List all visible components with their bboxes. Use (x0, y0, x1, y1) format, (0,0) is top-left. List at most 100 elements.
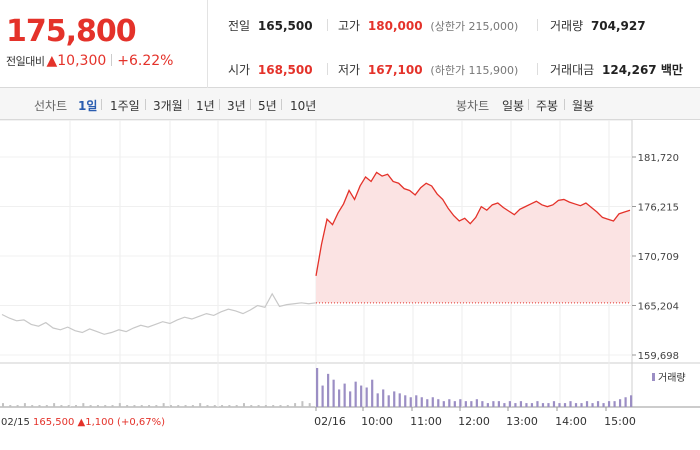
stat-amount-label: 거래대금 (550, 63, 595, 77)
volume-bar-today (508, 401, 512, 407)
volume-bar-prev (16, 405, 19, 407)
volume-bar-prev (272, 405, 275, 407)
volume-bar-today (530, 403, 534, 407)
tab-1day[interactable]: 1일 (78, 99, 98, 113)
line-chart-label: 선차트 (34, 99, 68, 113)
volume-bar-prev (177, 405, 180, 407)
divider (528, 99, 529, 110)
volume-bar-today (404, 395, 407, 407)
volume-bar-prev (213, 405, 216, 407)
y-tick-label: 165,204 (638, 301, 679, 312)
volume-bar-prev (191, 405, 194, 407)
volume-bar-prev (199, 403, 202, 407)
volume-bar-today (343, 383, 346, 407)
divider (327, 63, 328, 75)
volume-bar-prev (169, 405, 172, 407)
y-tick-label: 159,698 (638, 351, 679, 362)
tab-1week[interactable]: 1주일 (110, 99, 140, 113)
volume-bar-prev (184, 405, 187, 407)
stat-open-value: 168,500 (257, 63, 313, 77)
stat-open: 시가 168,500 (228, 61, 313, 78)
volume-bar-today (316, 368, 319, 407)
volume-bar-prev (126, 405, 129, 407)
volume-bar-today (393, 391, 396, 407)
volume-bar-today (420, 397, 423, 407)
chart-tabs: 선차트 1일 1주일 3개월 1년 3년 5년 10년 봉차트 일봉 주봉 월봉 (0, 88, 700, 120)
prev-day-line (1, 292, 317, 335)
volume-bar-today (613, 401, 616, 407)
volume-bar-today (514, 403, 517, 407)
tab-weekly-candle[interactable]: 주봉 (536, 99, 559, 113)
stat-low-value: 167,100 (367, 63, 423, 77)
divider (564, 99, 565, 110)
tab-1year[interactable]: 1년 (196, 99, 215, 113)
change-label: 전일대비 (6, 55, 45, 68)
volume-bar-today (475, 399, 478, 407)
volume-bar-today (547, 403, 550, 407)
volume-bar-today (607, 401, 611, 407)
tab-10year[interactable]: 10년 (290, 99, 317, 113)
volume-bar-prev (82, 403, 85, 407)
current-price: 175,800 (6, 14, 137, 49)
volume-bar-prev (104, 405, 107, 407)
volume-bar-prev (279, 405, 282, 407)
up-arrow-icon: ▲ (46, 53, 58, 69)
volume-bar-prev (2, 403, 4, 407)
footer-date: 02/15 (1, 417, 33, 428)
stat-prev: 전일 165,500 (228, 17, 313, 34)
volume-bar-prev (53, 403, 56, 407)
volume-bar-today (618, 399, 622, 407)
volume-legend-label: 거래량 (658, 372, 686, 384)
x-tick-label: 15:00 (604, 415, 636, 428)
volume-bar-today (525, 403, 528, 407)
volume-bar-prev (308, 403, 311, 407)
price-box: 175,800 전일대비 ▲10,300 +6.22% (0, 0, 208, 88)
change-percent: +6.22% (117, 53, 174, 69)
volume-bar-prev (38, 405, 41, 407)
volume-bar-today (574, 403, 578, 407)
divider (219, 99, 220, 110)
y-tick-label: 170,709 (638, 252, 679, 263)
volume-bar-today (442, 401, 445, 407)
stat-open-label: 시가 (228, 63, 251, 77)
volume-bar-today (409, 397, 412, 407)
volume-bar-today (497, 401, 500, 407)
divider (250, 99, 251, 110)
volume-bar-prev (148, 405, 151, 407)
volume-bar-prev (294, 403, 297, 407)
tab-3month[interactable]: 3개월 (153, 99, 183, 113)
stat-amount: 거래대금 124,267 백만 (550, 61, 683, 78)
volume-bar-prev (23, 403, 26, 407)
y-tick-label: 176,215 (638, 202, 679, 213)
tab-5year[interactable]: 5년 (258, 99, 277, 113)
today-area-fill (316, 172, 630, 303)
x-tick-label: 13:00 (506, 415, 538, 428)
divider (188, 99, 189, 110)
volume-bar-today (569, 401, 572, 407)
volume-bar-today (580, 403, 583, 407)
price-chart: 181,720 176,215 170,709 165,204 159,698 02/1… (0, 120, 700, 428)
volume-bar-today (431, 397, 434, 407)
volume-bar-today (448, 399, 451, 407)
volume-legend-swatch (652, 373, 655, 381)
volume-bar-prev (228, 405, 231, 407)
divider (537, 63, 538, 75)
prev-day-series (1, 292, 317, 335)
volume-bar-today (376, 393, 379, 407)
volume-bar-prev (301, 401, 304, 407)
volume-bar-today (360, 385, 363, 407)
stat-low: 저가 167,100 (하한가 115,900) (338, 61, 518, 78)
volume-bar-today (464, 401, 467, 407)
tab-monthly-candle[interactable]: 월봉 (572, 99, 595, 113)
volume-bar-today (596, 401, 600, 407)
volume-bar-prev (264, 405, 267, 407)
volume-bar-today (321, 385, 324, 407)
volume-bar-today (387, 395, 390, 407)
volume-bar-today (398, 393, 401, 407)
volume-bar-today (591, 403, 594, 407)
stat-volume-value: 704,927 (590, 19, 646, 33)
footer-change: 1,100 (85, 417, 117, 428)
volume-bar-today (470, 401, 473, 407)
tab-3year[interactable]: 3년 (227, 99, 246, 113)
tab-daily-candle[interactable]: 일봉 (502, 99, 525, 113)
